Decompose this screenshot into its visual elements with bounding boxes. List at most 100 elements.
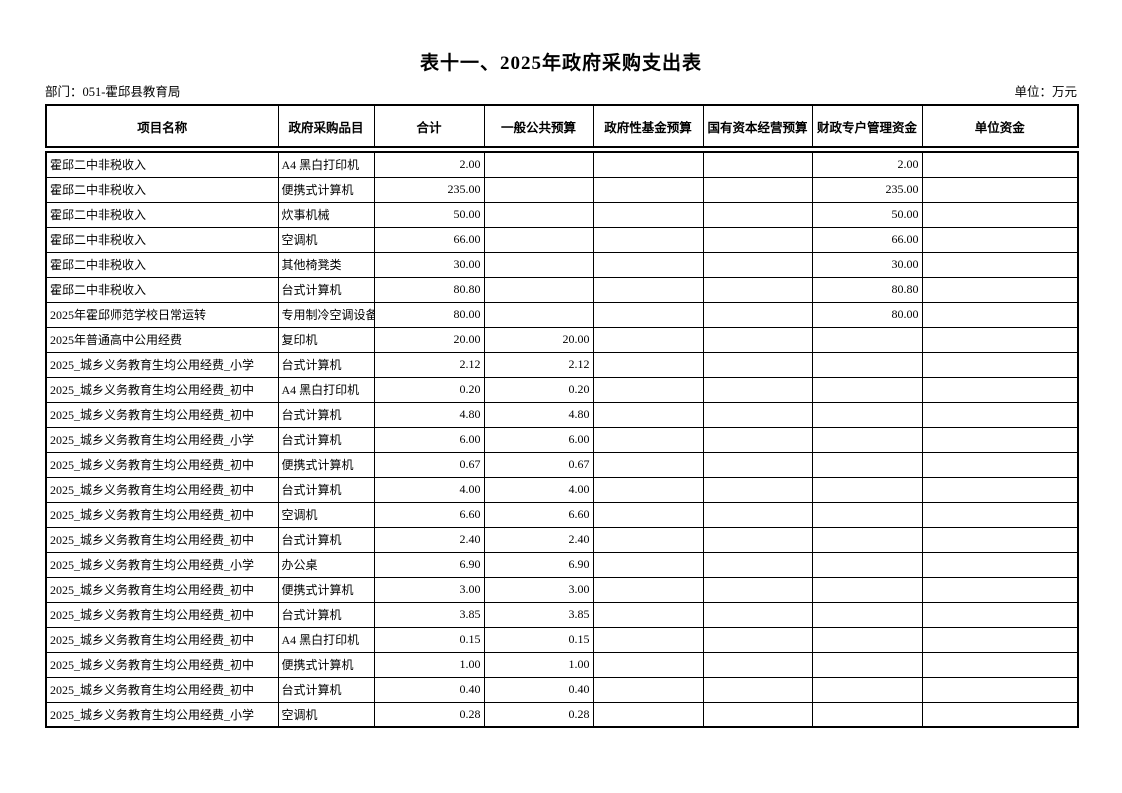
cell-procurement-item: A4 黑白打印机 [277, 626, 375, 653]
page-title: 表十一、2025年政府采购支出表 [419, 53, 702, 74]
cell-total: 235.00 [373, 176, 485, 203]
cell-state-capital-budget [702, 701, 813, 728]
cell-general-public-budget: 6.90 [483, 551, 594, 578]
table-row: 2025_城乡义务教育生均公用经费_初中 便携式计算机 0.67 0.67 [45, 451, 1079, 478]
cell-fiscal-special-account [811, 676, 923, 703]
cell-total: 0.28 [373, 701, 485, 728]
cell-unit-funds [921, 401, 1079, 428]
cell-total: 0.67 [373, 451, 485, 478]
cell-project-name: 2025_城乡义务教育生均公用经费_初中 [45, 451, 279, 478]
cell-procurement-item: 台式计算机 [277, 426, 375, 453]
cell-procurement-item: 台式计算机 [277, 476, 375, 503]
cell-general-public-budget [483, 276, 594, 303]
cell-state-capital-budget [702, 451, 813, 478]
cell-government-fund-budget [592, 551, 704, 578]
cell-government-fund-budget [592, 501, 704, 528]
cell-project-name: 2025_城乡义务教育生均公用经费_小学 [45, 551, 279, 578]
cell-government-fund-budget [592, 401, 704, 428]
cell-state-capital-budget [702, 601, 813, 628]
cell-general-public-budget: 2.40 [483, 526, 594, 553]
table-row: 霍邱二中非税收入 炊事机械 50.00 50.00 [45, 201, 1079, 228]
cell-procurement-item: 便携式计算机 [277, 576, 375, 603]
cell-project-name: 2025_城乡义务教育生均公用经费_初中 [45, 676, 279, 703]
cell-general-public-budget: 3.00 [483, 576, 594, 603]
table-row: 2025_城乡义务教育生均公用经费_小学 空调机 0.28 0.28 [45, 701, 1079, 728]
cell-state-capital-budget [702, 426, 813, 453]
table-row: 2025年普通高中公用经费 复印机 20.00 20.00 [45, 326, 1079, 353]
cell-fiscal-special-account [811, 551, 923, 578]
cell-total: 0.20 [373, 376, 485, 403]
cell-project-name: 霍邱二中非税收入 [45, 251, 279, 278]
cell-state-capital-budget [702, 251, 813, 278]
cell-project-name: 2025_城乡义务教育生均公用经费_初中 [45, 626, 279, 653]
cell-unit-funds [921, 426, 1079, 453]
cell-fiscal-special-account [811, 426, 923, 453]
cell-unit-funds [921, 651, 1079, 678]
cell-general-public-budget [483, 176, 594, 203]
cell-fiscal-special-account [811, 476, 923, 503]
cell-state-capital-budget [702, 576, 813, 603]
cell-general-public-budget: 1.00 [483, 651, 594, 678]
cell-total: 0.15 [373, 626, 485, 653]
cell-project-name: 2025_城乡义务教育生均公用经费_初中 [45, 576, 279, 603]
cell-government-fund-budget [592, 576, 704, 603]
cell-general-public-budget: 4.00 [483, 476, 594, 503]
cell-government-fund-budget [592, 326, 704, 353]
cell-government-fund-budget [592, 251, 704, 278]
cell-project-name: 2025_城乡义务教育生均公用经费_初中 [45, 376, 279, 403]
cell-total: 80.80 [373, 276, 485, 303]
cell-general-public-budget [483, 251, 594, 278]
cell-project-name: 霍邱二中非税收入 [45, 226, 279, 253]
cell-state-capital-budget [702, 376, 813, 403]
cell-unit-funds [921, 376, 1079, 403]
cell-government-fund-budget [592, 301, 704, 328]
cell-total: 4.00 [373, 476, 485, 503]
cell-government-fund-budget [592, 526, 704, 553]
cell-general-public-budget: 6.00 [483, 426, 594, 453]
cell-unit-funds [921, 551, 1079, 578]
cell-state-capital-budget [702, 526, 813, 553]
cell-general-public-budget: 0.15 [483, 626, 594, 653]
cell-procurement-item: 台式计算机 [277, 676, 375, 703]
table-row: 2025_城乡义务教育生均公用经费_初中 台式计算机 2.40 2.40 [45, 526, 1079, 553]
cell-fiscal-special-account [811, 651, 923, 678]
cell-project-name: 霍邱二中非税收入 [45, 276, 279, 303]
cell-project-name: 2025_城乡义务教育生均公用经费_初中 [45, 601, 279, 628]
cell-unit-funds [921, 626, 1079, 653]
cell-procurement-item: 办公桌 [277, 551, 375, 578]
cell-procurement-item: 台式计算机 [277, 351, 375, 378]
cell-fiscal-special-account [811, 526, 923, 553]
cell-government-fund-budget [592, 176, 704, 203]
cell-total: 2.12 [373, 351, 485, 378]
cell-general-public-budget: 20.00 [483, 326, 594, 353]
cell-unit-funds [921, 576, 1079, 603]
column-header-fiscal-special-account: 财政专户管理资金 [811, 104, 923, 148]
cell-procurement-item: 便携式计算机 [277, 451, 375, 478]
cell-procurement-item: 便携式计算机 [277, 651, 375, 678]
cell-project-name: 2025_城乡义务教育生均公用经费_初中 [45, 476, 279, 503]
cell-state-capital-budget [702, 201, 813, 228]
cell-government-fund-budget [592, 151, 704, 178]
cell-general-public-budget [483, 301, 594, 328]
cell-government-fund-budget [592, 276, 704, 303]
cell-government-fund-budget [592, 226, 704, 253]
cell-unit-funds [921, 351, 1079, 378]
table-row: 2025_城乡义务教育生均公用经费_小学 办公桌 6.90 6.90 [45, 551, 1079, 578]
cell-fiscal-special-account: 80.00 [811, 301, 923, 328]
cell-general-public-budget: 0.40 [483, 676, 594, 703]
cell-fiscal-special-account [811, 401, 923, 428]
cell-procurement-item: 台式计算机 [277, 601, 375, 628]
cell-fiscal-special-account [811, 376, 923, 403]
cell-unit-funds [921, 301, 1079, 328]
column-header-government-fund-budget: 政府性基金预算 [592, 104, 704, 148]
table-row: 2025_城乡义务教育生均公用经费_初中 便携式计算机 3.00 3.00 [45, 576, 1079, 603]
cell-project-name: 霍邱二中非税收入 [45, 176, 279, 203]
cell-procurement-item: A4 黑白打印机 [277, 151, 375, 178]
cell-procurement-item: 台式计算机 [277, 526, 375, 553]
cell-unit-funds [921, 151, 1079, 178]
table-meta-row: 部门：051-霍邱县教育局 单位：万元 [45, 81, 1077, 100]
cell-state-capital-budget [702, 301, 813, 328]
cell-government-fund-budget [592, 351, 704, 378]
cell-state-capital-budget [702, 476, 813, 503]
